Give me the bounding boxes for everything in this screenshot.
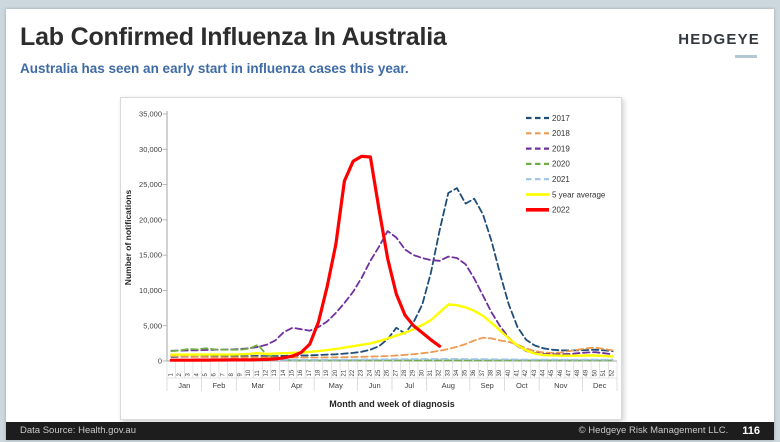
svg-text:50: 50	[592, 369, 598, 376]
svg-text:16: 16	[298, 369, 304, 376]
svg-text:10: 10	[246, 369, 252, 376]
svg-text:17: 17	[307, 369, 313, 376]
page-title: Lab Confirmed Influenza In Australia	[20, 23, 447, 51]
svg-text:5: 5	[203, 373, 209, 377]
svg-text:45: 45	[549, 369, 555, 376]
svg-text:49: 49	[584, 369, 590, 376]
svg-text:37: 37	[480, 369, 486, 376]
svg-text:28: 28	[402, 369, 408, 376]
svg-text:2: 2	[177, 373, 183, 377]
svg-text:25: 25	[376, 369, 382, 376]
svg-text:13: 13	[272, 369, 278, 376]
svg-text:Oct: Oct	[516, 381, 529, 390]
svg-text:26: 26	[385, 369, 391, 376]
footer-bar: Data Source: Health.gov.au © Hedgeye Ris…	[6, 422, 774, 440]
svg-text:43: 43	[532, 369, 538, 376]
svg-text:2021: 2021	[552, 175, 570, 184]
data-source-text: Data Source: Health.gov.au	[20, 425, 137, 436]
svg-text:5,000: 5,000	[143, 321, 162, 330]
svg-text:15: 15	[289, 369, 295, 376]
svg-text:Mar: Mar	[251, 381, 264, 390]
svg-text:8: 8	[229, 373, 235, 377]
svg-text:52: 52	[610, 369, 616, 376]
svg-text:15,000: 15,000	[139, 251, 162, 260]
svg-text:Nov: Nov	[554, 381, 568, 390]
svg-text:30: 30	[419, 369, 425, 376]
svg-text:2019: 2019	[552, 144, 570, 153]
svg-text:25,000: 25,000	[139, 180, 162, 189]
svg-text:0: 0	[158, 357, 162, 366]
svg-text:2018: 2018	[552, 129, 570, 138]
svg-text:24: 24	[367, 369, 373, 376]
svg-text:42: 42	[523, 369, 529, 376]
svg-text:46: 46	[558, 369, 564, 376]
svg-text:35: 35	[463, 369, 469, 376]
svg-text:21: 21	[341, 369, 347, 376]
svg-text:2020: 2020	[552, 160, 570, 169]
svg-text:6: 6	[212, 373, 218, 377]
svg-text:2022: 2022	[552, 206, 570, 215]
svg-text:20: 20	[333, 369, 339, 376]
svg-text:33: 33	[445, 369, 451, 376]
svg-text:48: 48	[575, 369, 581, 376]
page-number: 116	[742, 425, 760, 437]
svg-text:Month and week of diagnosis: Month and week of diagnosis	[329, 399, 455, 409]
svg-text:7: 7	[220, 373, 226, 377]
svg-text:4: 4	[194, 373, 200, 377]
influenza-chart: 0 5,000 10,000 15,000 20,000 25,000 30,000 35,0…	[120, 97, 622, 420]
svg-text:35,000: 35,000	[139, 110, 162, 119]
svg-text:34: 34	[454, 369, 460, 376]
page-subtitle: Australia has seen an early start in inf…	[20, 61, 409, 76]
svg-text:Aug: Aug	[442, 381, 455, 390]
svg-text:Jan: Jan	[178, 381, 190, 390]
svg-text:19: 19	[324, 369, 330, 376]
svg-text:11: 11	[255, 370, 261, 377]
svg-text:22: 22	[350, 369, 356, 376]
svg-text:47: 47	[566, 369, 572, 376]
svg-text:Apr: Apr	[291, 381, 303, 390]
svg-text:51: 51	[601, 369, 607, 376]
svg-text:23: 23	[359, 369, 365, 376]
svg-text:1: 1	[168, 373, 174, 377]
svg-text:41: 41	[514, 369, 520, 376]
svg-text:32: 32	[437, 369, 443, 376]
svg-text:10,000: 10,000	[139, 286, 162, 295]
svg-text:12: 12	[264, 369, 270, 376]
svg-text:Dec: Dec	[593, 381, 607, 390]
svg-text:44: 44	[540, 369, 546, 376]
svg-text:14: 14	[281, 369, 287, 376]
svg-text:9: 9	[238, 373, 244, 377]
hedgeye-logo-text: HEDGEYE	[678, 31, 760, 48]
svg-text:5 year average: 5 year average	[552, 190, 606, 199]
hedgeye-logo: HEDGEYE	[678, 31, 760, 58]
svg-text:Feb: Feb	[212, 381, 225, 390]
svg-text:May: May	[329, 381, 343, 390]
svg-text:39: 39	[497, 369, 503, 376]
svg-text:30,000: 30,000	[139, 145, 162, 154]
copyright-text: © Hedgeye Risk Management LLC.	[578, 425, 729, 436]
slide: Lab Confirmed Influenza In Australia HED…	[6, 9, 774, 440]
svg-text:29: 29	[411, 369, 417, 376]
svg-text:Sep: Sep	[481, 381, 494, 390]
svg-text:38: 38	[489, 369, 495, 376]
svg-text:40: 40	[506, 369, 512, 376]
svg-text:Number of notifications: Number of notifications	[123, 190, 133, 286]
svg-text:18: 18	[315, 369, 321, 376]
svg-text:2017: 2017	[552, 114, 570, 123]
svg-text:27: 27	[393, 369, 399, 376]
svg-text:Jul: Jul	[405, 381, 415, 390]
svg-text:3: 3	[186, 373, 192, 377]
svg-text:20,000: 20,000	[139, 215, 162, 224]
logo-underline-decoration	[735, 55, 757, 58]
svg-text:Jun: Jun	[369, 381, 381, 390]
svg-text:31: 31	[428, 369, 434, 376]
chart-svg: 0 5,000 10,000 15,000 20,000 25,000 30,000 35,0…	[123, 110, 618, 409]
svg-text:36: 36	[471, 369, 477, 376]
